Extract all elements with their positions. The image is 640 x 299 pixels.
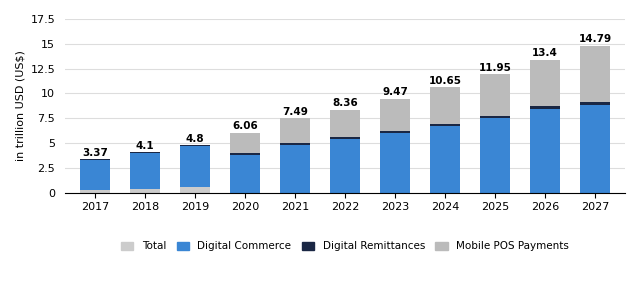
Legend: Total, Digital Commerce, Digital Remittances, Mobile POS Payments: Total, Digital Commerce, Digital Remitta… [116,236,574,257]
Bar [230,132,260,153]
Bar [180,187,210,193]
Bar [230,153,260,155]
Bar [280,143,310,145]
Bar [380,133,410,193]
Bar [480,118,510,193]
Bar [180,145,210,146]
Bar [80,160,110,190]
Y-axis label: in trillion USD (US$): in trillion USD (US$) [15,51,25,161]
Bar [430,87,460,124]
Text: 7.49: 7.49 [282,107,308,117]
Bar [280,118,310,143]
Text: 11.95: 11.95 [479,62,511,73]
Bar [130,153,160,189]
Bar [480,74,510,116]
Bar [480,116,510,118]
Bar [530,109,560,193]
Bar [180,146,210,187]
Bar [330,137,360,139]
Text: 8.36: 8.36 [332,98,358,108]
Bar [130,189,160,193]
Bar [580,46,610,102]
Bar [230,155,260,193]
Bar [580,102,610,105]
Bar [280,145,310,193]
Text: 6.06: 6.06 [232,121,258,131]
Bar [430,126,460,193]
Text: 14.79: 14.79 [579,34,612,45]
Bar [330,139,360,193]
Text: 4.1: 4.1 [136,141,154,151]
Text: 10.65: 10.65 [429,76,461,86]
Text: 4.8: 4.8 [186,134,204,144]
Bar [380,99,410,131]
Bar [330,110,360,137]
Text: 9.47: 9.47 [382,87,408,97]
Bar [530,106,560,109]
Bar [130,152,160,153]
Bar [430,124,460,126]
Bar [380,131,410,133]
Bar [530,60,560,106]
Bar [580,105,610,193]
Text: 13.4: 13.4 [532,48,558,58]
Bar [80,190,110,193]
Text: 3.37: 3.37 [82,148,108,158]
Bar [80,159,110,160]
